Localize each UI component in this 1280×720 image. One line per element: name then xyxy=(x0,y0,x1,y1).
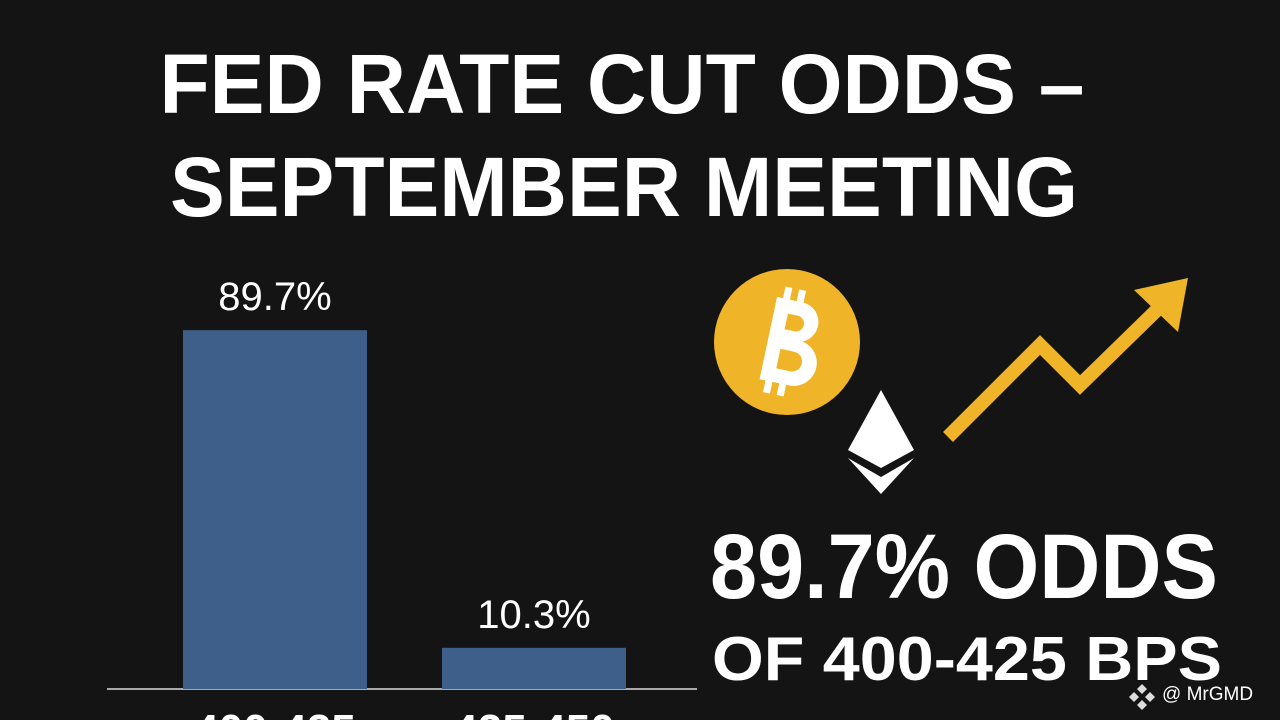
chart-title: SEPTEMBER MEETING xyxy=(170,140,1078,234)
subheadline: OF 400-425 BPS xyxy=(712,625,1222,694)
chart-title: FED RATE CUT ODDS – xyxy=(160,37,1085,131)
x-tick-label: 400-425 xyxy=(194,706,355,720)
x-tick-label: 425-450 xyxy=(453,706,614,720)
trend-arrow xyxy=(943,278,1188,442)
watermark-icon xyxy=(1129,684,1155,710)
headline: 89.7% ODDS xyxy=(710,516,1218,618)
value-label: 89.7% xyxy=(218,275,331,319)
bar xyxy=(183,330,367,689)
ethereum-icon xyxy=(848,390,914,494)
bitcoin-icon xyxy=(714,269,860,415)
bar xyxy=(442,647,626,689)
watermark: @ MrGMD xyxy=(1162,684,1253,705)
value-label: 10.3% xyxy=(477,593,590,637)
